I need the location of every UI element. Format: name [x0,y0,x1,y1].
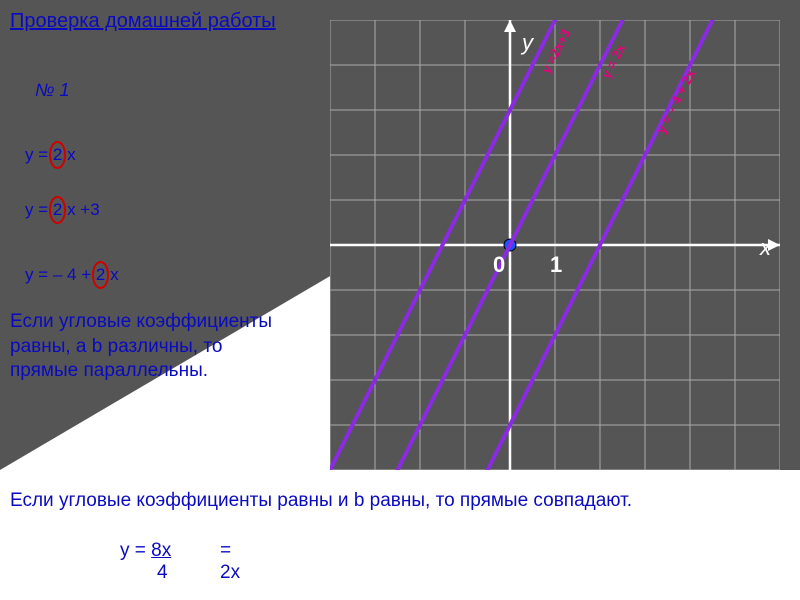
eq3-circled: 2 [96,265,105,285]
eq4-result: = 2х [220,540,240,584]
eq4-num: 8х [151,540,171,561]
problem-number: № 1 [35,80,70,101]
eq1-circled: 2 [53,145,62,165]
equation-2: у = 2 х +3 [25,200,100,220]
axis-label-x: х [760,235,771,261]
eq3-pre: у = – 4 + [25,265,96,284]
page-title: Проверка домашней работы [10,10,276,33]
eq4-den: 4 [157,562,168,584]
eq2-circled: 2 [53,200,62,220]
equation-3: у = – 4 + 2 х [25,265,119,285]
axis-label-1: 1 [550,252,562,278]
eq2-post: х +3 [62,200,99,219]
coordinate-chart: у х 0 1 у =2х+3у = 2ху = – 4 + 2х [330,20,780,470]
axis-label-y: у [522,30,533,56]
text-coincide: Если угловые коэффициенты равны и b равн… [10,490,790,512]
chart-svg [330,20,780,470]
eq4-prefix: у = [120,540,151,561]
equation-4: у = 8х 4 = 2х [120,540,171,562]
text-parallel: Если угловые коэффициенты равны, а b раз… [10,310,290,384]
equation-1: у = 2 х [25,145,76,165]
origin-label-0: 0 [493,252,505,278]
